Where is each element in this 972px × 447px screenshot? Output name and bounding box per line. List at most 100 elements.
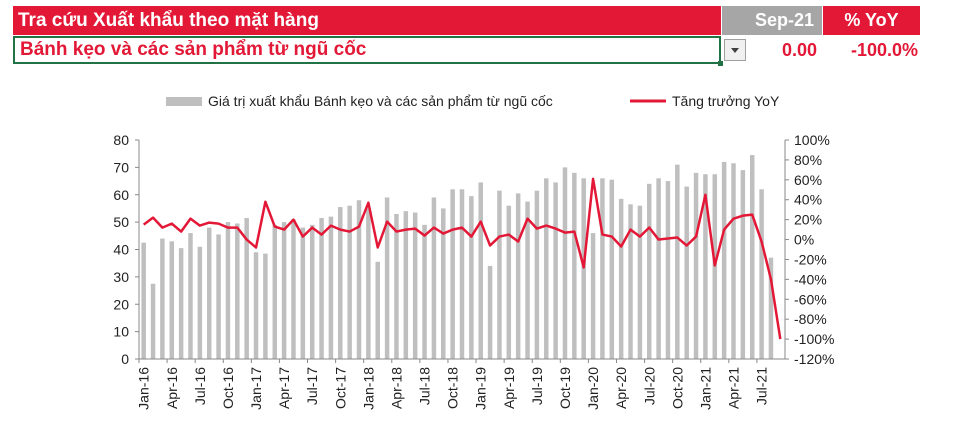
bar-Mar-17 <box>272 224 277 359</box>
bar-Apr-21 <box>731 163 736 359</box>
bar-Mar-21 <box>721 161 727 359</box>
product-select-cell[interactable]: Bánh kẹo và các sản phẩm từ ngũ cốc <box>13 36 721 64</box>
bar-Oct-16 <box>225 222 231 360</box>
left-tick-label: 0 <box>121 351 129 367</box>
x-tick-label: Apr-20 <box>613 367 629 409</box>
x-tick-label: Jul-19 <box>529 367 545 405</box>
bar-Oct-18 <box>450 189 455 359</box>
line-series <box>142 177 782 340</box>
legend-bar-swatch <box>166 97 202 106</box>
bar-Jul-17 <box>309 224 315 359</box>
bar-Jun-16 <box>188 233 193 359</box>
x-tick-label: Apr-17 <box>276 367 292 409</box>
bar-Jun-17 <box>300 227 306 359</box>
left-tick-label: 60 <box>113 187 129 203</box>
x-tick-label: Jan-21 <box>697 367 713 410</box>
bar-Jan-17 <box>253 252 259 359</box>
bar-Jun-20 <box>637 205 643 359</box>
x-tick-label: Jul-20 <box>641 367 657 405</box>
bar-Apr-16 <box>169 241 175 359</box>
x-tick-label: Jan-19 <box>473 367 489 410</box>
bar-Aug-19 <box>544 178 549 359</box>
x-tick-label: Jan-17 <box>248 367 264 410</box>
bar-Apr-20 <box>618 198 624 359</box>
bar-Apr-17 <box>281 222 287 360</box>
right-tick-label: -80% <box>794 311 827 327</box>
bar-Jun-19 <box>525 201 530 359</box>
bar-Dec-17 <box>356 200 362 359</box>
bar-Sep-18 <box>441 208 446 359</box>
bar-May-16 <box>178 248 184 359</box>
x-tick-label: Apr-16 <box>164 367 180 409</box>
bar-Jul-16 <box>197 246 203 359</box>
bar-Jul-18 <box>422 224 427 359</box>
bar-Feb-16 <box>150 283 156 359</box>
left-tick-label: 20 <box>113 296 129 312</box>
bar-Nov-17 <box>347 205 352 359</box>
left-tick-label: 40 <box>113 242 129 258</box>
right-tick-label: -20% <box>794 251 827 267</box>
x-tick-label: Jul-16 <box>192 367 208 405</box>
bar-Jan-16 <box>141 242 146 359</box>
right-tick-label: 60% <box>794 172 822 188</box>
dropdown-arrow-button[interactable] <box>724 39 746 61</box>
bar-Apr-18 <box>394 213 399 359</box>
x-tick-label: Apr-18 <box>388 367 404 409</box>
bar-Aug-20 <box>656 178 661 359</box>
bar-series <box>141 155 774 360</box>
x-tick-label: Jul-21 <box>754 367 770 405</box>
chart-legend: Giá trị xuất khẩu Bánh kẹo và các sản ph… <box>166 93 780 109</box>
bar-Jul-21 <box>759 189 764 359</box>
x-tick-label: Oct-17 <box>332 367 348 409</box>
left-tick-label: 30 <box>113 269 129 285</box>
x-tick-label: Jan-18 <box>360 367 376 410</box>
bar-Dec-18 <box>469 196 474 359</box>
bar-Dec-20 <box>693 172 699 359</box>
x-tick-label: Jul-18 <box>417 367 433 405</box>
lookup-title: Tra cứu Xuất khẩu theo mặt hàng <box>13 6 721 35</box>
bar-Sep-16 <box>216 234 221 359</box>
right-tick-label: -120% <box>794 351 834 367</box>
bar-May-20 <box>628 204 633 359</box>
bar-Nov-18 <box>459 189 465 359</box>
bar-Aug-21 <box>768 257 774 359</box>
yoy-header: % YoY <box>823 6 920 35</box>
bar-Mar-16 <box>160 238 165 359</box>
x-tick-label: Jan-20 <box>585 367 601 410</box>
x-tick-label: Oct-20 <box>669 367 685 409</box>
bar-Oct-17 <box>338 207 343 359</box>
right-tick-label: -60% <box>794 291 827 307</box>
bar-Jul-20 <box>647 183 652 359</box>
bar-Mar-20 <box>609 179 615 359</box>
left-tick-label: 50 <box>113 214 129 230</box>
yoy-growth-line <box>142 177 782 340</box>
bar-Jun-21 <box>749 155 755 359</box>
bar-Feb-17 <box>263 253 268 359</box>
right-tick-label: 40% <box>794 192 822 208</box>
bar-Jan-21 <box>703 174 708 359</box>
x-tick-label: Jul-17 <box>304 367 320 405</box>
x-tick-label: Jan-16 <box>136 367 152 410</box>
bar-Jan-18 <box>366 208 371 359</box>
bar-Jun-18 <box>412 212 418 359</box>
bar-May-21 <box>740 170 746 359</box>
bar-Oct-19 <box>562 167 568 360</box>
right-tick-label: -100% <box>794 331 834 347</box>
bar-Mar-19 <box>497 190 502 359</box>
legend-bar-label: Giá trị xuất khẩu Bánh kẹo và các sản ph… <box>208 93 553 109</box>
left-tick-label: 10 <box>113 324 129 340</box>
right-tick-label: 100% <box>794 132 830 148</box>
chart-axes: 0 10 20 30 40 50 60 70 80 -120% -100% -80% -60% -40% -… <box>113 132 834 410</box>
bar-Sep-20 <box>665 181 671 359</box>
bar-Oct-20 <box>675 164 680 359</box>
bar-Feb-19 <box>487 265 493 359</box>
bar-Feb-20 <box>600 178 605 359</box>
bar-Feb-18 <box>375 261 380 359</box>
bar-Aug-16 <box>206 227 212 359</box>
bar-Sep-17 <box>328 216 334 359</box>
bar-Mar-18 <box>384 197 390 359</box>
right-tick-label: 0% <box>794 232 814 248</box>
bar-Aug-17 <box>319 218 324 359</box>
cell-fill-handle[interactable] <box>718 61 723 66</box>
